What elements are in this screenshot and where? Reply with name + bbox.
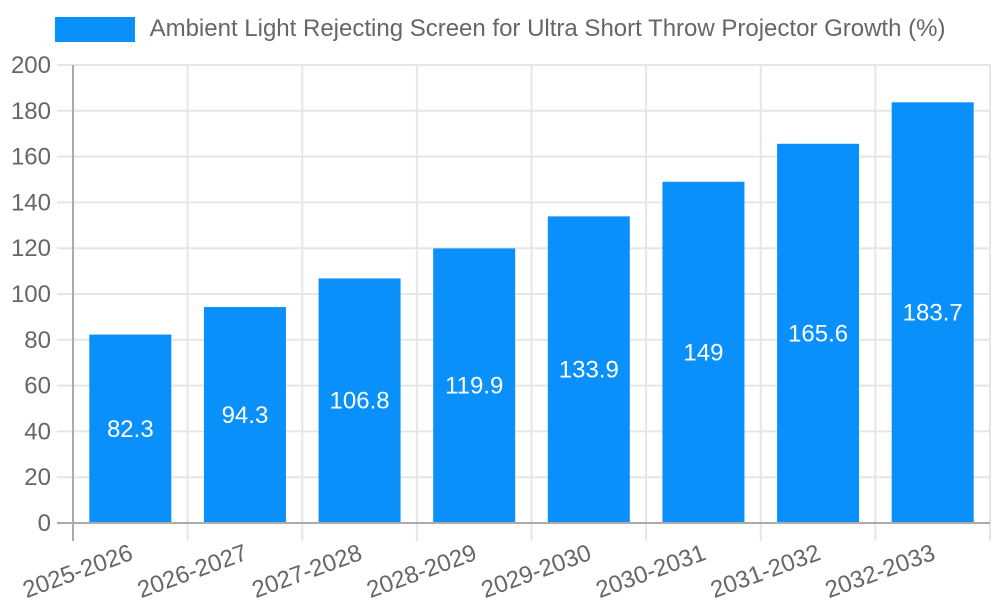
y-tick-label: 180 bbox=[11, 98, 51, 125]
x-tick-label: 2028-2029 bbox=[363, 539, 480, 600]
bar-value-label: 119.9 bbox=[445, 373, 503, 400]
bar bbox=[433, 248, 516, 523]
y-tick-label: 0 bbox=[38, 510, 51, 537]
x-tick-label: 2026-2027 bbox=[134, 539, 251, 600]
bar bbox=[203, 307, 286, 523]
y-tick-label: 80 bbox=[24, 327, 51, 354]
bar-value-label: 133.9 bbox=[559, 357, 619, 384]
bar-value-label: 82.3 bbox=[107, 416, 154, 443]
bar bbox=[318, 278, 401, 523]
bar bbox=[547, 216, 630, 523]
x-tick-label: 2031-2032 bbox=[707, 539, 824, 600]
x-tick-label: 2025-2026 bbox=[19, 539, 136, 600]
legend-swatch bbox=[54, 16, 135, 42]
x-tick-label: 2032-2033 bbox=[822, 539, 939, 600]
bar bbox=[891, 102, 974, 524]
bar-value-label: 94.3 bbox=[222, 402, 269, 429]
y-tick-label: 200 bbox=[11, 52, 51, 79]
bar-value-label: 165.6 bbox=[788, 320, 848, 347]
x-tick-label: 2029-2030 bbox=[478, 539, 595, 600]
y-tick-label: 120 bbox=[11, 235, 51, 262]
y-tick-label: 140 bbox=[11, 189, 51, 216]
bar-value-label: 183.7 bbox=[903, 300, 963, 327]
x-tick-label: 2030-2031 bbox=[592, 539, 709, 600]
legend: Ambient Light Rejecting Screen for Ultra… bbox=[0, 13, 1000, 45]
legend-item[interactable]: Ambient Light Rejecting Screen for Ultra… bbox=[54, 15, 946, 43]
y-tick-label: 20 bbox=[24, 464, 51, 491]
y-tick-label: 60 bbox=[24, 373, 51, 400]
x-tick-label: 2027-2028 bbox=[249, 539, 366, 600]
bar-value-label: 149 bbox=[683, 339, 723, 366]
bar bbox=[89, 334, 172, 523]
bar bbox=[777, 143, 860, 523]
legend-label: Ambient Light Rejecting Screen for Ultra… bbox=[149, 15, 946, 42]
y-tick-label: 160 bbox=[11, 144, 51, 171]
y-tick-label: 40 bbox=[24, 418, 51, 445]
y-tick-label: 100 bbox=[11, 281, 51, 308]
bar-value-label: 106.8 bbox=[330, 388, 390, 415]
bar bbox=[662, 181, 745, 524]
